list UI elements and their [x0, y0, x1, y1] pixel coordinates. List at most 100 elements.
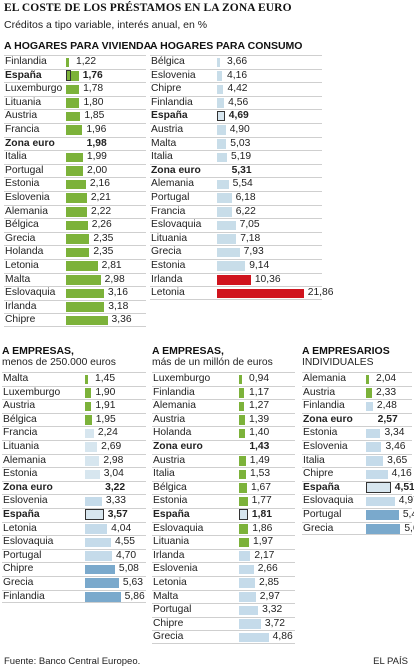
bar — [66, 207, 87, 217]
category-label: Portugal — [153, 604, 192, 616]
category-label: Eslovenia — [5, 191, 50, 203]
bar-row: Zona euro 5,31 — [150, 163, 322, 178]
bar-row: Austria 2,33 — [302, 385, 412, 400]
category-label: Letonia — [3, 522, 37, 534]
bar — [66, 125, 83, 136]
bar — [85, 496, 102, 507]
value-label: 4,42 — [227, 83, 248, 95]
bar-row: Francia 2,24 — [2, 426, 146, 440]
panel-empresarios-individuales: A EMPRESARIOS INDIVIDUALES Alemania 2,04 A… — [302, 345, 414, 536]
bar — [66, 71, 79, 81]
category-label: Alemania — [5, 205, 48, 217]
bar — [85, 524, 108, 534]
category-label: Eslovaquia — [153, 522, 204, 534]
value-label: 2,21 — [90, 191, 111, 203]
highlight-box — [239, 509, 248, 521]
bar-row: Malta 2,97 — [152, 589, 295, 604]
category-label: Eslovenia — [151, 69, 196, 81]
category-label: Francia — [3, 427, 38, 439]
bar-row: Zona euro 2,57 — [302, 412, 412, 427]
bar-row: Chipre 3,36 — [4, 313, 146, 327]
bar — [217, 261, 246, 271]
bar-row: Bélgica 2,26 — [4, 218, 146, 232]
value-label: 4,16 — [391, 468, 412, 480]
category-label: Chipre — [303, 468, 334, 480]
bar-row: Lituania 2,69 — [2, 439, 146, 454]
bar — [239, 428, 246, 439]
bar — [66, 139, 83, 149]
page-title: EL COSTE DE LOS PRÉSTAMOS EN LA ZONA EUR… — [4, 2, 292, 14]
panel-empresas-menos: A EMPRESAS, menos de 250.000 euros Malta… — [2, 345, 146, 604]
bar-row: Austria 1,85 — [4, 109, 146, 123]
value-label: 2,69 — [101, 440, 122, 452]
bar-row: Austria 1,91 — [2, 399, 146, 413]
value-label: 5,63 — [122, 576, 143, 588]
category-label: Eslovenia — [3, 495, 48, 507]
bar-rows: Alemania 2,04 Austria 2,33 Finlandia 2,48 Zona… — [302, 372, 414, 536]
value-label: 1,85 — [84, 110, 105, 122]
category-label: Grecia — [3, 576, 34, 588]
bar-row: Portugal 6,18 — [150, 190, 322, 205]
category-label: Finlandia — [303, 400, 345, 412]
bar — [217, 139, 227, 149]
category-label: Austria — [3, 400, 36, 412]
bar — [217, 207, 232, 217]
category-label: Finlandia — [153, 386, 195, 398]
value-label: 2,26 — [91, 219, 112, 231]
bar — [85, 537, 111, 548]
bar — [217, 84, 224, 95]
value-label: 1,97 — [253, 536, 274, 548]
bar — [85, 442, 98, 453]
source-note: Fuente: Banco Central Europeo. — [4, 656, 141, 667]
value-label: 2,97 — [259, 590, 280, 602]
bar-row: Finlandia 1,22 — [4, 55, 146, 69]
bar-row: Finlandia 4,56 — [150, 95, 322, 110]
value-label: 4,86 — [272, 631, 293, 643]
bar — [66, 288, 104, 299]
bar — [217, 179, 229, 190]
bar-row: Luxemburgo 1,78 — [4, 82, 146, 96]
bar — [217, 166, 228, 176]
value-label: 1,80 — [83, 96, 104, 108]
bar-row: Malta 5,03 — [150, 136, 322, 151]
category-label: Estonia — [153, 495, 188, 507]
bar-row: Grecia 2,35 — [4, 231, 146, 246]
value-label: 2,81 — [101, 259, 122, 271]
bar — [366, 388, 372, 398]
category-label: Finlandia — [5, 56, 47, 67]
category-label: Eslovaquia — [303, 495, 354, 507]
bar-row: Letonia 2,81 — [4, 258, 146, 273]
bar — [217, 57, 220, 68]
category-label: España — [303, 481, 340, 493]
value-label: 2,98 — [103, 454, 124, 466]
category-label: Portugal — [5, 164, 44, 176]
bar-row: Finlandia 5,86 — [2, 589, 146, 604]
value-label: 3,46 — [385, 440, 406, 452]
bar-row: Finlandia 2,48 — [302, 399, 412, 413]
bar-row: Zona euro 1,98 — [4, 136, 146, 151]
bar — [239, 415, 246, 425]
category-label: Estonia — [303, 427, 338, 439]
bar — [66, 166, 84, 176]
category-label: Portugal — [303, 508, 342, 520]
bar — [85, 401, 92, 412]
bar-row: Grecia 4,86 — [152, 630, 295, 644]
category-label: Zona euro — [3, 481, 53, 493]
category-label: Luxemburgo — [3, 386, 61, 398]
value-label: 1,91 — [95, 400, 116, 412]
bar-row: Finlandia 1,17 — [152, 385, 295, 400]
value-label: 3,04 — [103, 468, 124, 480]
bar-row: Eslovaquia 1,86 — [152, 521, 295, 536]
value-label: 3,36 — [111, 314, 132, 326]
category-label: Zona euro — [151, 164, 201, 176]
page-subtitle: Créditos a tipo variable, interés anual,… — [4, 19, 208, 31]
bar — [85, 592, 121, 602]
bar-row: Lituania 1,80 — [4, 95, 146, 110]
bar-row: Letonia 21,86 — [150, 286, 334, 300]
value-label: 2,22 — [91, 205, 112, 217]
value-label: 1,43 — [249, 440, 270, 452]
bar — [85, 456, 100, 466]
bar — [239, 442, 245, 452]
bar — [217, 125, 226, 136]
bar-row: Zona euro 1,43 — [152, 439, 295, 454]
